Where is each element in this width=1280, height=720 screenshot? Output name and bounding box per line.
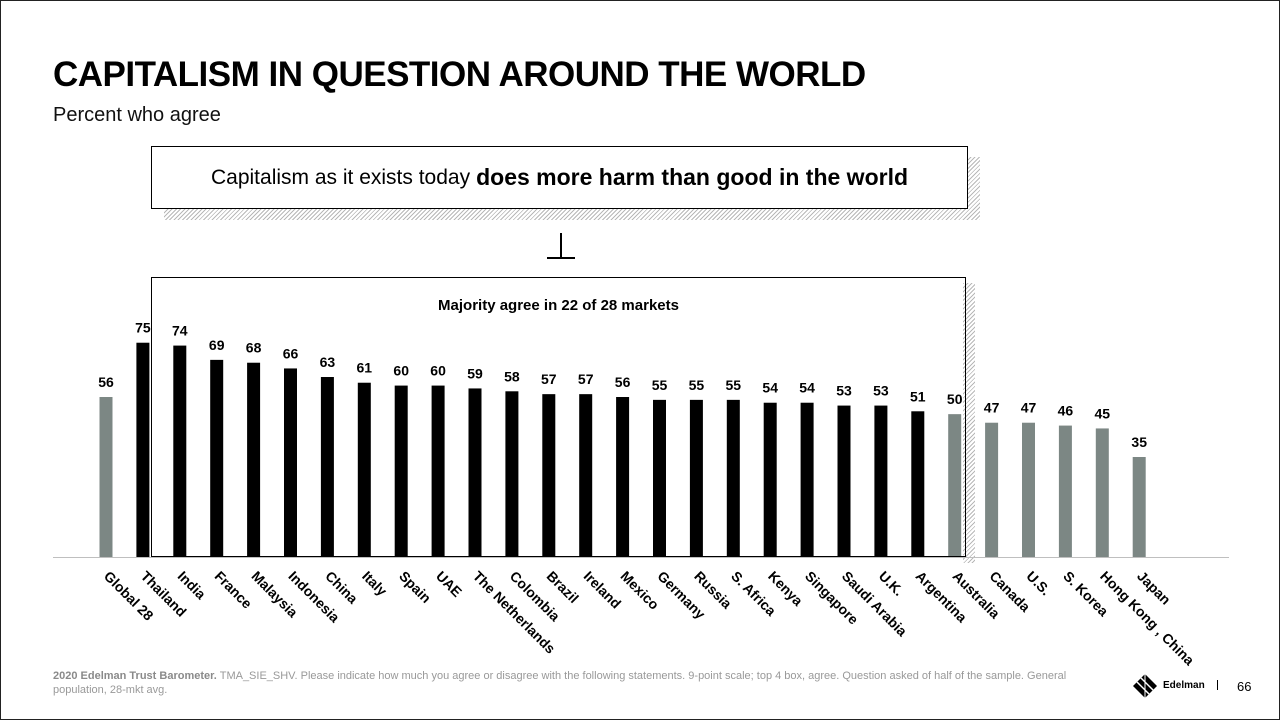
bar [1058,425,1072,557]
bar [800,402,814,557]
bar [468,388,482,557]
bar [247,362,261,557]
bar [505,391,519,557]
bar [284,368,297,557]
category-label: Italy [359,568,390,599]
data-label: 50 [947,391,963,407]
bar [616,397,630,557]
bar [579,394,593,557]
bar [1022,422,1035,557]
bar [653,399,666,557]
data-label: 60 [393,363,409,379]
bar [210,359,224,557]
bar [837,405,851,557]
bar [689,399,703,557]
page-subtitle: Percent who agree [53,104,221,126]
perpendicular-icon [547,233,575,259]
category-label: U.K. [876,568,907,599]
data-label: 55 [652,377,668,393]
bar [542,394,556,557]
data-label: 61 [357,360,373,376]
statement-bold-text: does more harm than good in the world [476,164,909,190]
footer-note: 2020 Edelman Trust Barometer. TMA_SIE_SH… [53,669,1093,697]
data-label: 47 [1021,400,1037,416]
majority-box [151,277,966,557]
data-label: 57 [578,371,594,387]
category-label: Mexico [617,568,662,613]
data-label: 45 [1095,405,1111,421]
category-label: U.S. [1023,568,1054,599]
logo-separator [1217,680,1218,690]
statement-box: Capitalism as it exists today does more … [151,146,968,209]
data-label: 46 [1058,403,1074,419]
category-label: France [212,568,256,612]
data-label: 69 [209,337,225,353]
bar [431,385,445,557]
bar [394,385,408,557]
category-label: UAE [433,568,465,600]
edelman-logo-icon [1133,674,1157,698]
statement-normal-text: Capitalism as it exists today [210,165,471,189]
data-label: 55 [689,377,705,393]
data-label: 56 [615,374,631,390]
data-label: 47 [984,400,1000,416]
category-label: Spain [396,568,434,606]
bar [136,342,150,557]
data-label: 58 [504,368,520,384]
data-label: 56 [98,374,114,390]
bar [173,345,187,557]
bar [763,402,777,557]
page-number: 66 [1237,679,1252,694]
category-label: Ireland [581,568,625,612]
data-label: 66 [283,345,299,361]
footer-source: 2020 Edelman Trust Barometer. [53,670,217,682]
data-label: 60 [430,363,446,379]
bar [948,414,962,557]
bar [985,422,999,557]
data-label: 63 [320,354,336,370]
bar [726,399,740,557]
data-label: 53 [836,383,852,399]
data-label: 59 [467,365,483,381]
data-label: 54 [799,380,815,396]
data-label: 74 [172,323,188,339]
data-label: 51 [910,388,926,404]
majority-box-shadow [963,283,975,563]
bar [911,411,925,557]
bar [1132,457,1146,557]
bar [99,397,113,557]
page-title: CAPITALISM IN QUESTION AROUND THE WORLD [53,55,866,94]
data-label: 68 [246,340,262,356]
bar [874,405,888,557]
data-label: 57 [541,371,557,387]
footer-text: TMA_SIE_SHV. Please indicate how much yo… [53,670,1067,696]
data-label: 55 [726,377,742,393]
logo-text: Edelman [1163,680,1205,691]
data-label: 53 [873,383,889,399]
data-label: 35 [1131,434,1147,450]
bar [1095,428,1109,557]
data-label: 75 [135,320,151,336]
data-label: 54 [762,380,778,396]
majority-label: Majority agree in 22 of 28 markets [438,297,679,314]
bar [357,382,371,557]
bar [320,377,334,557]
